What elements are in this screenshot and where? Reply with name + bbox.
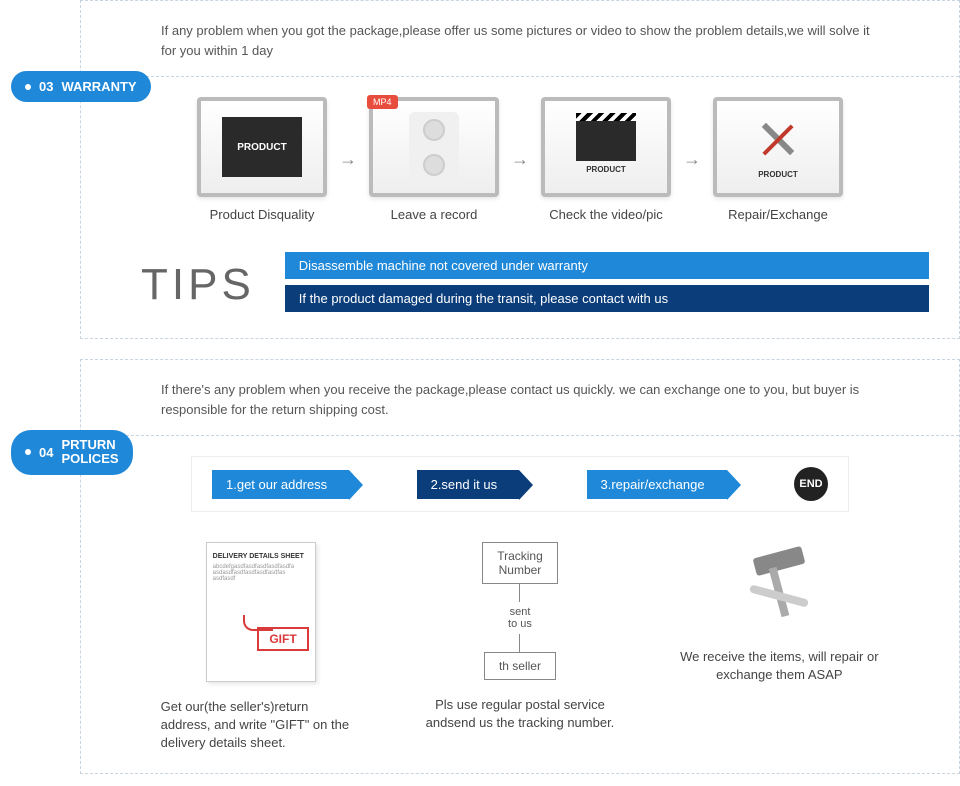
badge-line: POLICES bbox=[61, 452, 118, 466]
warranty-intro: If any problem when you got the package,… bbox=[111, 21, 929, 76]
tips-label: TIPS bbox=[141, 260, 255, 310]
badge-num: 03 bbox=[39, 79, 53, 94]
step-caption: Check the video/pic bbox=[549, 207, 662, 222]
arrow-icon: → bbox=[511, 149, 529, 170]
warranty-section: 03 WARRANTY If any problem when you got … bbox=[80, 0, 960, 339]
return-section: 04 PRTURNPOLICES If there's any problem … bbox=[80, 359, 960, 774]
rstep-text: Get our(the seller's)return address, and… bbox=[161, 698, 361, 753]
arrow-icon: → bbox=[339, 149, 357, 170]
badge-line: PRTURN bbox=[61, 438, 118, 452]
tips-bars: Disassemble machine not covered under wa… bbox=[285, 252, 929, 318]
sheet-icon: DELIVERY DETAILS SHEET abcdefgasdfasdfas… bbox=[206, 542, 316, 682]
flow-note: sent to us bbox=[508, 606, 532, 630]
product-label: PRODUCT bbox=[222, 117, 302, 177]
sheet-title: DELIVERY DETAILS SHEET bbox=[213, 553, 309, 560]
divider bbox=[81, 76, 959, 77]
return-steps: DELIVERY DETAILS SHEET abcdefgasdfasdfas… bbox=[111, 542, 929, 753]
step-caption: Repair/Exchange bbox=[728, 207, 828, 222]
hammer-icon bbox=[739, 542, 819, 632]
rstep-text: Pls use regular postal service andsend u… bbox=[420, 696, 620, 732]
rstep-3: We receive the items, will repair or exc… bbox=[679, 542, 879, 753]
product-icon: PRODUCT bbox=[197, 97, 327, 197]
record-icon: MP4 bbox=[369, 97, 499, 197]
video-icon: PRODUCT bbox=[541, 97, 671, 197]
tip-bar: If the product damaged during the transi… bbox=[285, 285, 929, 312]
rstep-text: We receive the items, will repair or exc… bbox=[679, 648, 879, 684]
arrow-chip: 1.get our address bbox=[212, 470, 349, 499]
return-intro: If there's any problem when you receive … bbox=[111, 380, 929, 435]
tip-bar: Disassemble machine not covered under wa… bbox=[285, 252, 929, 279]
divider bbox=[81, 435, 959, 436]
dot-icon bbox=[25, 449, 31, 455]
flow-box: Tracking Number bbox=[482, 542, 558, 584]
warranty-steps: PRODUCT Product Disquality → MP4 Leave a… bbox=[111, 97, 929, 222]
arrow-chip: 2.send it us bbox=[417, 470, 520, 499]
arrow-icon: → bbox=[683, 149, 701, 170]
step-3: PRODUCT Check the video/pic bbox=[541, 97, 671, 222]
gift-label: GIFT bbox=[257, 627, 308, 651]
return-arrows: 1.get our address 2.send it us 3.repair/… bbox=[191, 456, 849, 512]
product-label: PRODUCT bbox=[758, 170, 798, 179]
dot-icon bbox=[25, 84, 31, 90]
rstep-2: Tracking Number sent to us th seller Pls… bbox=[420, 542, 620, 753]
mp4-tag: MP4 bbox=[367, 95, 398, 109]
repair-icon: PRODUCT bbox=[713, 97, 843, 197]
return-badge: 04 PRTURNPOLICES bbox=[11, 430, 133, 475]
arrow-chip: 3.repair/exchange bbox=[587, 470, 727, 499]
badge-label: WARRANTY bbox=[61, 79, 136, 94]
tips: TIPS Disassemble machine not covered und… bbox=[141, 252, 929, 318]
step-4: PRODUCT Repair/Exchange bbox=[713, 97, 843, 222]
badge-num: 04 bbox=[39, 445, 53, 460]
product-label: PRODUCT bbox=[586, 165, 626, 174]
flow-box: th seller bbox=[484, 652, 556, 680]
flow-icon: Tracking Number sent to us th seller bbox=[482, 542, 558, 680]
step-2: MP4 Leave a record bbox=[369, 97, 499, 222]
warranty-badge: 03 WARRANTY bbox=[11, 71, 151, 102]
end-badge: END bbox=[794, 467, 828, 501]
step-caption: Product Disquality bbox=[210, 207, 315, 222]
step-caption: Leave a record bbox=[391, 207, 478, 222]
rstep-1: DELIVERY DETAILS SHEET abcdefgasdfasdfas… bbox=[161, 542, 361, 753]
step-1: PRODUCT Product Disquality bbox=[197, 97, 327, 222]
